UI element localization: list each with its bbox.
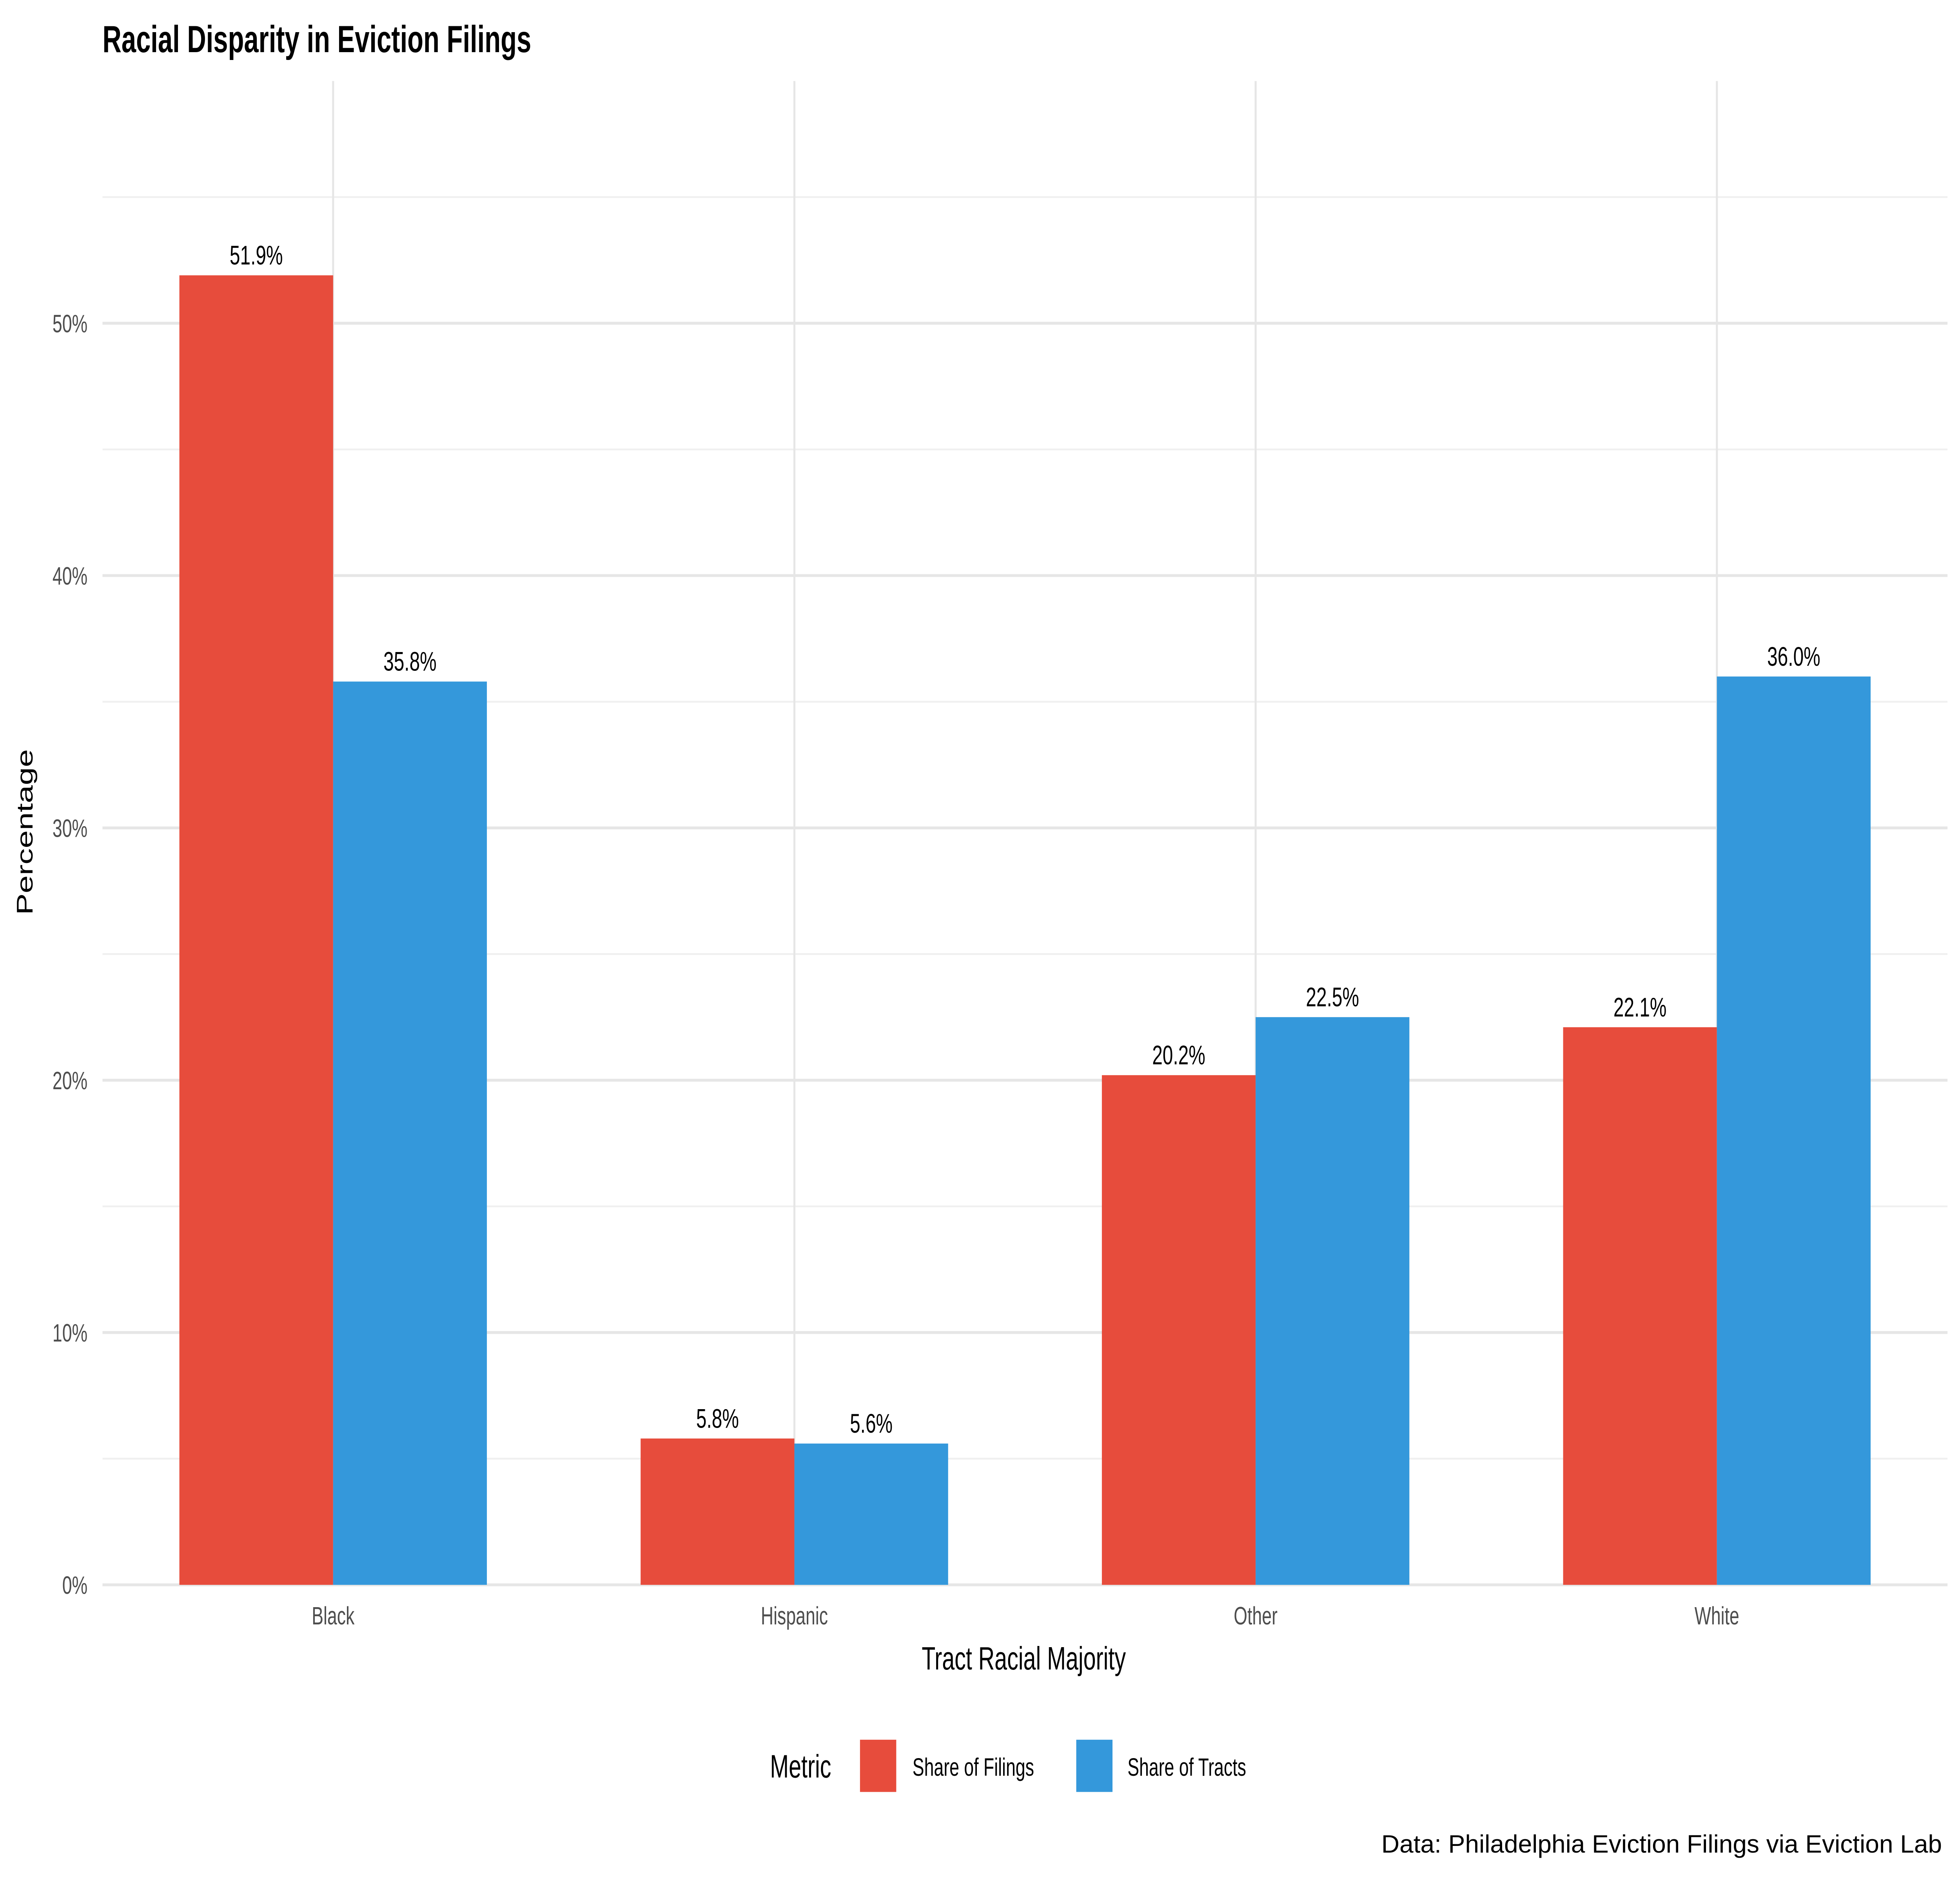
data-label: 22.5% — [1306, 982, 1359, 1012]
y-tick-label: 50% — [53, 309, 87, 338]
legend-swatch — [860, 1740, 897, 1792]
y-tick-label: 30% — [53, 814, 87, 842]
x-axis-title: Tract Racial Majority — [922, 1641, 1126, 1677]
x-axis-ticks: Black Hispanic Other White — [312, 1602, 1739, 1630]
y-tick-label: 10% — [53, 1319, 87, 1347]
data-label: 36.0% — [1767, 641, 1820, 672]
data-label: 20.2% — [1152, 1040, 1205, 1070]
legend-swatch — [1076, 1740, 1113, 1792]
bars — [179, 275, 1871, 1585]
bar-white-share-of-filings — [1563, 1027, 1717, 1585]
data-label: 5.6% — [850, 1408, 893, 1439]
legend: Metric Share of Filings Share of Tracts — [770, 1740, 1246, 1792]
legend-title: Metric — [770, 1749, 831, 1785]
legend-label: Share of Filings — [913, 1753, 1034, 1781]
x-tick-label: Other — [1234, 1602, 1278, 1630]
y-axis-ticks: 0% 10% 20% 30% 40% 50% — [53, 309, 87, 1599]
data-label: 51.9% — [230, 240, 283, 271]
bar-black-share-of-filings — [179, 275, 333, 1585]
data-label: 5.8% — [696, 1403, 739, 1434]
data-label: 35.8% — [383, 646, 437, 677]
bar-hispanic-share-of-filings — [641, 1438, 795, 1585]
chart-title: Racial Disparity in Eviction Filings — [102, 18, 531, 60]
bar-black-share-of-tracts — [333, 681, 487, 1585]
bar-white-share-of-tracts — [1717, 676, 1871, 1585]
y-tick-label: 0% — [62, 1571, 88, 1599]
y-tick-label: 20% — [53, 1066, 87, 1095]
x-tick-label: Hispanic — [761, 1602, 828, 1630]
caption: Data: Philadelphia Eviction Filings via … — [1381, 1830, 1942, 1858]
legend-label: Share of Tracts — [1127, 1753, 1246, 1781]
y-tick-label: 40% — [53, 562, 87, 590]
bar-hispanic-share-of-tracts — [794, 1443, 948, 1585]
y-axis-title: Percentage — [13, 749, 38, 915]
data-labels: 51.9% 5.8% 20.2% 22.1% 35.8% 5.6% 22.5% 36.0% — [230, 240, 1820, 1439]
x-tick-label: White — [1695, 1602, 1739, 1630]
bar-other-share-of-tracts — [1256, 1017, 1410, 1585]
x-tick-label: Black — [312, 1602, 354, 1630]
data-label: 22.1% — [1613, 992, 1667, 1023]
bar-other-share-of-filings — [1102, 1075, 1256, 1585]
